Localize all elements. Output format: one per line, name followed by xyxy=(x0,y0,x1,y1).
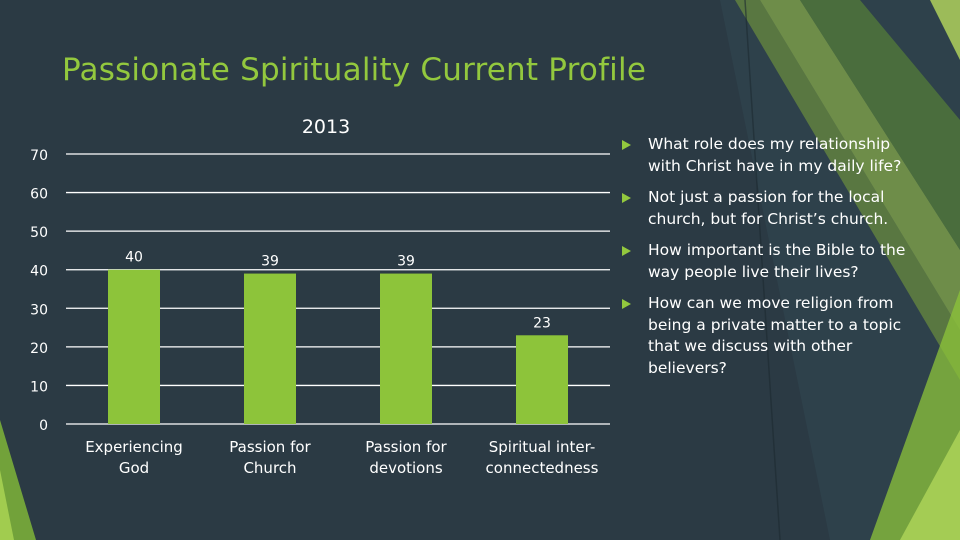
x-tick-label: Passion for devotions xyxy=(365,438,447,477)
decor-facet xyxy=(900,430,960,540)
triangle-bullet-icon xyxy=(622,246,631,256)
x-tick-label-line: Passion for xyxy=(365,438,447,456)
y-tick-label: 70 xyxy=(30,148,48,164)
bullet-text: Not just a passion for the local church,… xyxy=(648,188,889,228)
decor-facet xyxy=(800,0,960,250)
bullet-text: How important is the Bible to the way pe… xyxy=(648,241,906,281)
chart-title: 2013 xyxy=(302,116,350,138)
decor-facet xyxy=(760,0,960,330)
x-tick-label: Spiritual inter-connectedness xyxy=(486,438,599,477)
bullet-item: Not just a passion for the local church,… xyxy=(622,187,922,230)
data-label: 39 xyxy=(261,254,279,270)
triangle-bullet-icon xyxy=(622,140,631,150)
bullet-list: What role does my relationship with Chri… xyxy=(622,134,922,389)
decor-facet xyxy=(0,420,36,540)
y-tick-label: 20 xyxy=(30,341,48,357)
x-tick-label-line: connectedness xyxy=(486,459,599,477)
x-tick-label-line: Church xyxy=(243,459,296,477)
data-labels: 40 39 39 23 xyxy=(125,250,551,332)
bullet-item: How can we move religion from being a pr… xyxy=(622,293,922,379)
decor-facet xyxy=(735,0,960,380)
bar xyxy=(244,273,296,424)
bars xyxy=(108,269,568,424)
data-label: 23 xyxy=(533,315,551,331)
decor-facet xyxy=(0,470,14,540)
triangle-bullet-icon xyxy=(622,193,631,203)
data-label: 39 xyxy=(397,254,415,270)
y-tick-label: 0 xyxy=(39,418,48,434)
x-tick-label-line: God xyxy=(119,459,149,477)
x-tick-label-line: Passion for xyxy=(229,438,311,456)
y-tick-label: 30 xyxy=(30,302,48,318)
x-tick-label: Passion for Church xyxy=(229,438,311,477)
bullet-text: How can we move religion from being a pr… xyxy=(648,294,902,377)
data-label: 40 xyxy=(125,250,143,266)
x-tick-label-line: Spiritual inter- xyxy=(489,438,595,456)
bar xyxy=(108,269,160,424)
y-tick-label: 40 xyxy=(30,264,48,280)
slide-title: Passionate Spirituality Current Profile xyxy=(62,52,647,88)
y-axis: 0 10 20 30 40 50 60 70 xyxy=(30,148,48,434)
bar xyxy=(516,335,568,424)
decor-line xyxy=(744,0,781,540)
x-tick-label: Experiencing God xyxy=(85,438,183,477)
bar xyxy=(380,273,432,424)
y-tick-label: 10 xyxy=(30,379,48,395)
y-tick-label: 60 xyxy=(30,187,48,203)
bullet-text: What role does my relationship with Chri… xyxy=(648,135,902,175)
decor-facet xyxy=(930,0,960,60)
y-tick-label: 50 xyxy=(30,225,48,241)
triangle-bullet-icon xyxy=(622,299,631,309)
x-tick-label-line: Experiencing xyxy=(85,438,183,456)
bullet-item: What role does my relationship with Chri… xyxy=(622,134,922,177)
x-tick-label-line: devotions xyxy=(369,459,443,477)
bullet-item: How important is the Bible to the way pe… xyxy=(622,240,922,283)
